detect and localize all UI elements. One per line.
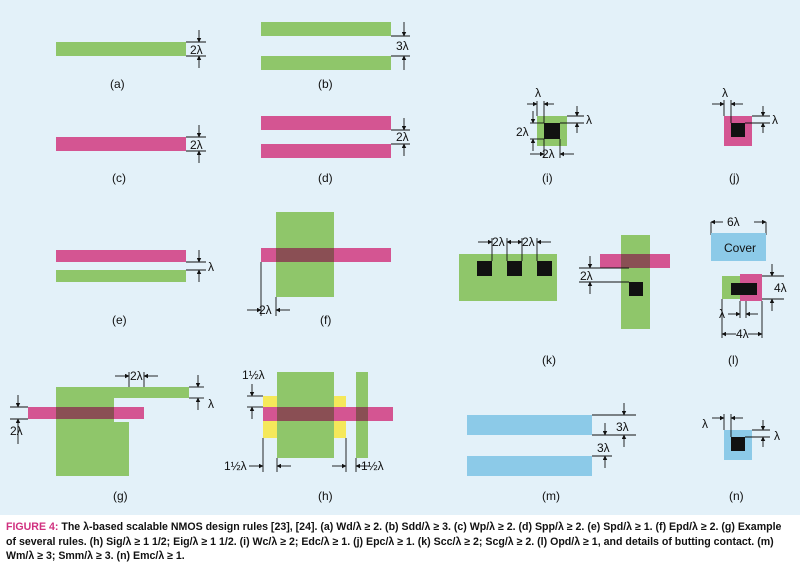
dim-implant-extension: 1½λ: [224, 459, 247, 473]
diffusion-top-bar: [56, 387, 189, 398]
dim-top: 2λ: [130, 369, 143, 383]
dim-spacing: 3λ: [597, 441, 610, 455]
dim-bottom: 2λ: [542, 147, 555, 161]
figure-label: FIGURE 4:: [6, 521, 59, 533]
rule-c: 2λ (c): [56, 125, 206, 185]
poly-line-bottom: [261, 144, 391, 158]
label-f: (f): [320, 313, 331, 327]
contact-cut-3: [537, 261, 552, 276]
dim-implant-spacing: 1½λ: [361, 459, 384, 473]
gate-overlap: [56, 407, 114, 419]
dim-height: 4λ: [774, 281, 787, 295]
rule-n: λ λ (n): [702, 414, 780, 503]
dim-right: λ: [772, 113, 778, 127]
dim-right: λ: [208, 397, 214, 411]
diffusion-line: [56, 42, 186, 56]
rule-m: 3λ 3λ (m): [467, 403, 636, 503]
dim-contact-spacing: 2λ: [492, 235, 505, 249]
label-h: (h): [318, 489, 333, 503]
rule-i: λ λ 2λ 2λ (i): [516, 86, 592, 185]
contact-cut-2: [507, 261, 522, 276]
rule-j: λ λ (j): [712, 86, 778, 185]
rule-g: 2λ λ 2λ (g): [10, 369, 214, 503]
rule-k: 2λ 2λ 2λ (k): [459, 235, 670, 367]
label-k: (k): [542, 353, 556, 367]
label-e: (e): [112, 313, 127, 327]
dim-contact-spacing-2: 2λ: [522, 235, 535, 249]
dim-spacing: λ: [208, 260, 214, 274]
dim-implant-overlap: 1½λ: [242, 368, 265, 382]
figure-panel: 2λ (a) 3λ (b) 2λ (c) 2λ (d) λ: [0, 0, 800, 515]
caption-text: The λ-based scalable NMOS design rules […: [6, 521, 782, 562]
contact-cut: [544, 123, 560, 139]
dim-top: λ: [535, 86, 541, 100]
contact-cut: [731, 123, 745, 137]
metal-line-bottom: [467, 456, 592, 476]
contact-cut-1: [477, 261, 492, 276]
dim-right: λ: [774, 429, 780, 443]
dim-spacing: 2λ: [396, 130, 409, 144]
dim-top: λ: [722, 86, 728, 100]
label-j: (j): [729, 171, 740, 185]
cover-label: Cover: [724, 241, 756, 255]
label-c: (c): [112, 171, 126, 185]
label-b: (b): [318, 77, 333, 91]
dim-cover-width: 6λ: [727, 215, 740, 229]
dim-spacing: 3λ: [396, 39, 409, 53]
gate-overlap: [277, 407, 334, 421]
diffusion-line-top: [261, 22, 391, 36]
diffusion-line: [56, 270, 186, 282]
rule-f: 2λ (f): [247, 212, 391, 327]
dim-gate-spacing: 2λ: [580, 269, 593, 283]
label-d: (d): [318, 171, 333, 185]
poly-line: [56, 250, 186, 262]
rule-e: λ (e): [56, 250, 214, 327]
cover-metal: [711, 233, 766, 261]
contact-cut-4: [629, 282, 643, 296]
diffusion-line-bottom: [261, 56, 391, 70]
gate-overlap: [276, 248, 334, 262]
rule-d: 2λ (d): [261, 116, 410, 185]
design-rules-diagram: 2λ (a) 3λ (b) 2λ (c) 2λ (d) λ: [10, 22, 787, 503]
rule-b: 3λ (b): [261, 22, 410, 91]
butting-contact: [731, 283, 757, 295]
metal-line-top: [467, 415, 592, 435]
gate-overlap: [621, 254, 650, 268]
label-g: (g): [113, 489, 128, 503]
label-i: (i): [542, 171, 553, 185]
label-a: (a): [110, 77, 125, 91]
rule-a: 2λ (a): [56, 30, 206, 91]
dim-width: 2λ: [190, 43, 203, 57]
dim-width: 4λ: [736, 327, 749, 341]
label-n: (n): [729, 489, 744, 503]
rule-l: 6λ Cover 4λ λ 4λ (l): [710, 215, 787, 367]
dim-width: 2λ: [190, 138, 203, 152]
label-l: (l): [728, 353, 739, 367]
dim-width: 3λ: [616, 420, 629, 434]
label-m: (m): [542, 489, 560, 503]
diffusion-leg: [114, 422, 129, 476]
dim-right: λ: [586, 113, 592, 127]
contact-cut: [731, 437, 745, 451]
dim-left: 2λ: [10, 424, 23, 438]
rule-h: 1½λ 1½λ 1½λ (h): [224, 368, 393, 503]
diffusion-left-block: [56, 387, 114, 476]
poly-line-top: [261, 116, 391, 130]
dim-left: λ: [702, 417, 708, 431]
figure-caption: FIGURE 4: The λ-based scalable NMOS desi…: [6, 520, 794, 564]
dim-extension: 2λ: [259, 303, 272, 317]
dim-left: 2λ: [516, 125, 529, 139]
gate-overlap-strip: [356, 407, 368, 421]
poly-line: [56, 137, 186, 151]
